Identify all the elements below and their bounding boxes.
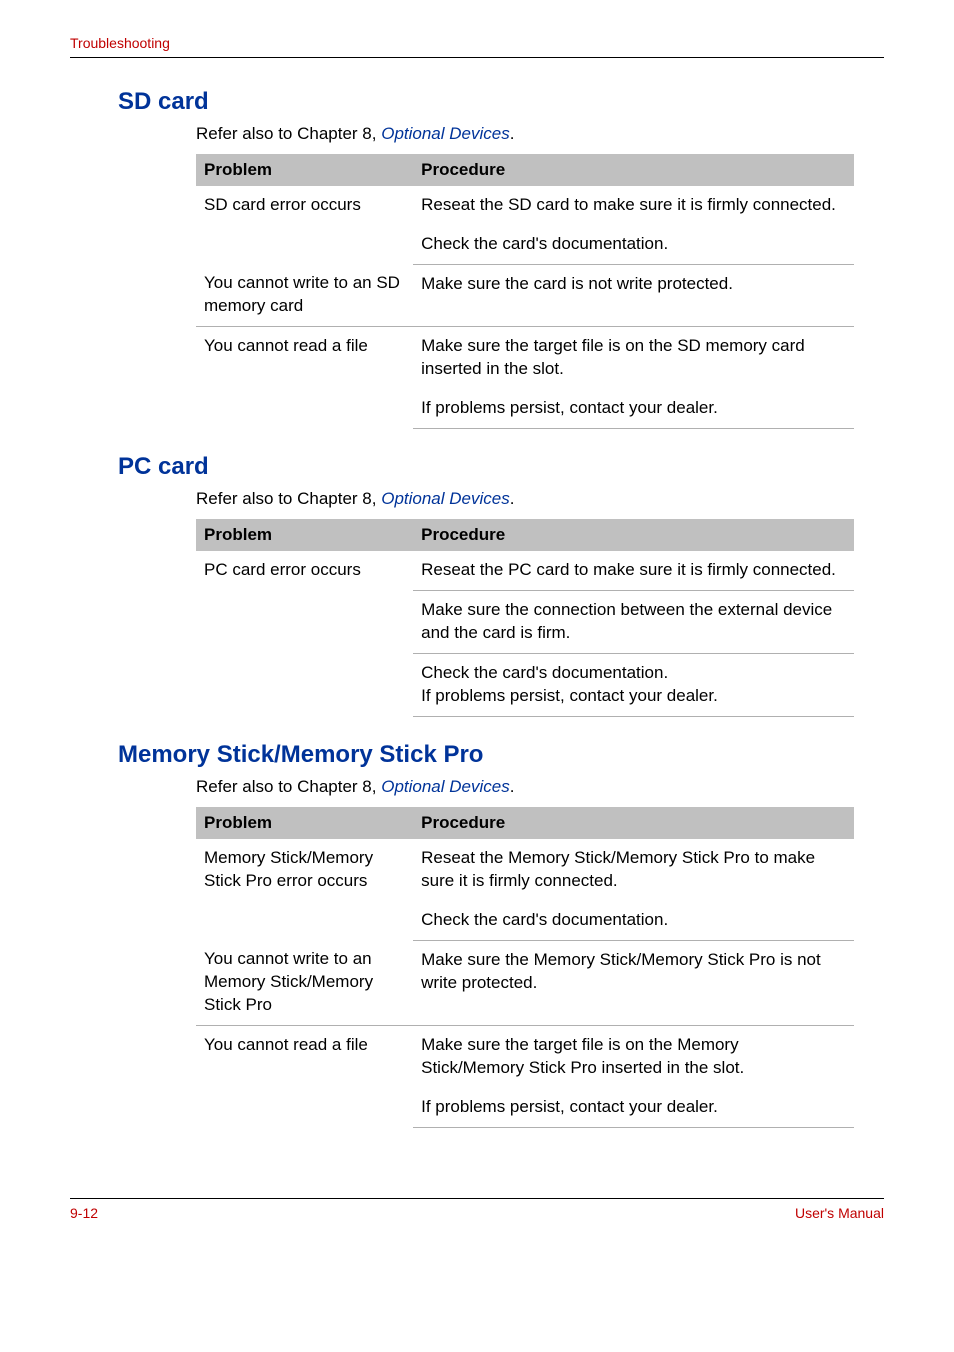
sd-refer-prefix: Refer also to Chapter 8,	[196, 124, 381, 143]
ms-r3-proc1: Make sure the target file is on the Memo…	[413, 1025, 854, 1087]
sd-r3-proc2: If problems persist, contact your dealer…	[413, 389, 854, 428]
footer-manual: User's Manual	[795, 1205, 884, 1221]
sd-table: Problem Procedure SD card error occurs R…	[196, 154, 854, 429]
pc-refer-link[interactable]: Optional Devices	[381, 489, 510, 508]
pc-card-heading: PC card	[118, 453, 884, 481]
pc-r3-proc2: If problems persist, contact your dealer…	[421, 686, 718, 705]
ms-r2-proc: Make sure the Memory Stick/Memory Stick …	[413, 940, 854, 1025]
pc-refer-prefix: Refer also to Chapter 8,	[196, 489, 381, 508]
ms-col-procedure: Procedure	[413, 807, 854, 839]
sd-col-procedure: Procedure	[413, 154, 854, 186]
ms-refer-text: Refer also to Chapter 8, Optional Device…	[196, 777, 854, 797]
ms-r3-problem: You cannot read a file	[196, 1025, 413, 1127]
sd-card-heading: SD card	[118, 88, 884, 116]
ms-col-problem: Problem	[196, 807, 413, 839]
pc-col-procedure: Procedure	[413, 519, 854, 551]
sd-r2-proc: Make sure the card is not write protecte…	[413, 264, 854, 326]
ms-r2-problem: You cannot write to an Memory Stick/Memo…	[196, 940, 413, 1025]
sd-r1-proc2: Check the card's documentation.	[413, 225, 854, 264]
ms-r1-proc1: Reseat the Memory Stick/Memory Stick Pro…	[413, 839, 854, 901]
sd-r3-problem: You cannot read a file	[196, 327, 413, 429]
pc-table: Problem Procedure PC card error occurs R…	[196, 519, 854, 717]
pc-r1-problem: PC card error occurs	[196, 551, 413, 716]
ms-heading: Memory Stick/Memory Stick Pro	[118, 741, 884, 769]
header-title: Troubleshooting	[70, 35, 170, 51]
ms-table: Problem Procedure Memory Stick/Memory St…	[196, 807, 854, 1128]
pc-r1-proc: Reseat the PC card to make sure it is fi…	[413, 551, 854, 590]
sd-r3-proc1: Make sure the target file is on the SD m…	[413, 327, 854, 389]
sd-r1-proc1: Reseat the SD card to make sure it is fi…	[413, 186, 854, 225]
sd-refer-link[interactable]: Optional Devices	[381, 124, 510, 143]
pc-refer-suffix: .	[510, 489, 515, 508]
ms-r3-proc2: If problems persist, contact your dealer…	[413, 1088, 854, 1127]
ms-r1-problem: Memory Stick/Memory Stick Pro error occu…	[196, 839, 413, 940]
sd-r2-problem: You cannot write to an SD memory card	[196, 264, 413, 326]
ms-refer-link[interactable]: Optional Devices	[381, 777, 510, 796]
pc-r3-proc1: Check the card's documentation.	[421, 663, 668, 682]
pc-r2-proc: Make sure the connection between the ext…	[413, 591, 854, 654]
sd-col-problem: Problem	[196, 154, 413, 186]
pc-refer-text: Refer also to Chapter 8, Optional Device…	[196, 489, 854, 509]
footer-page: 9-12	[70, 1205, 98, 1221]
pc-col-problem: Problem	[196, 519, 413, 551]
sd-r1-problem: SD card error occurs	[196, 186, 413, 264]
ms-r1-proc2: Check the card's documentation.	[413, 901, 854, 940]
ms-refer-suffix: .	[510, 777, 515, 796]
pc-r3-procs: Check the card's documentation. If probl…	[413, 653, 854, 716]
sd-refer-suffix: .	[510, 124, 515, 143]
ms-refer-prefix: Refer also to Chapter 8,	[196, 777, 381, 796]
sd-refer-text: Refer also to Chapter 8, Optional Device…	[196, 124, 854, 144]
